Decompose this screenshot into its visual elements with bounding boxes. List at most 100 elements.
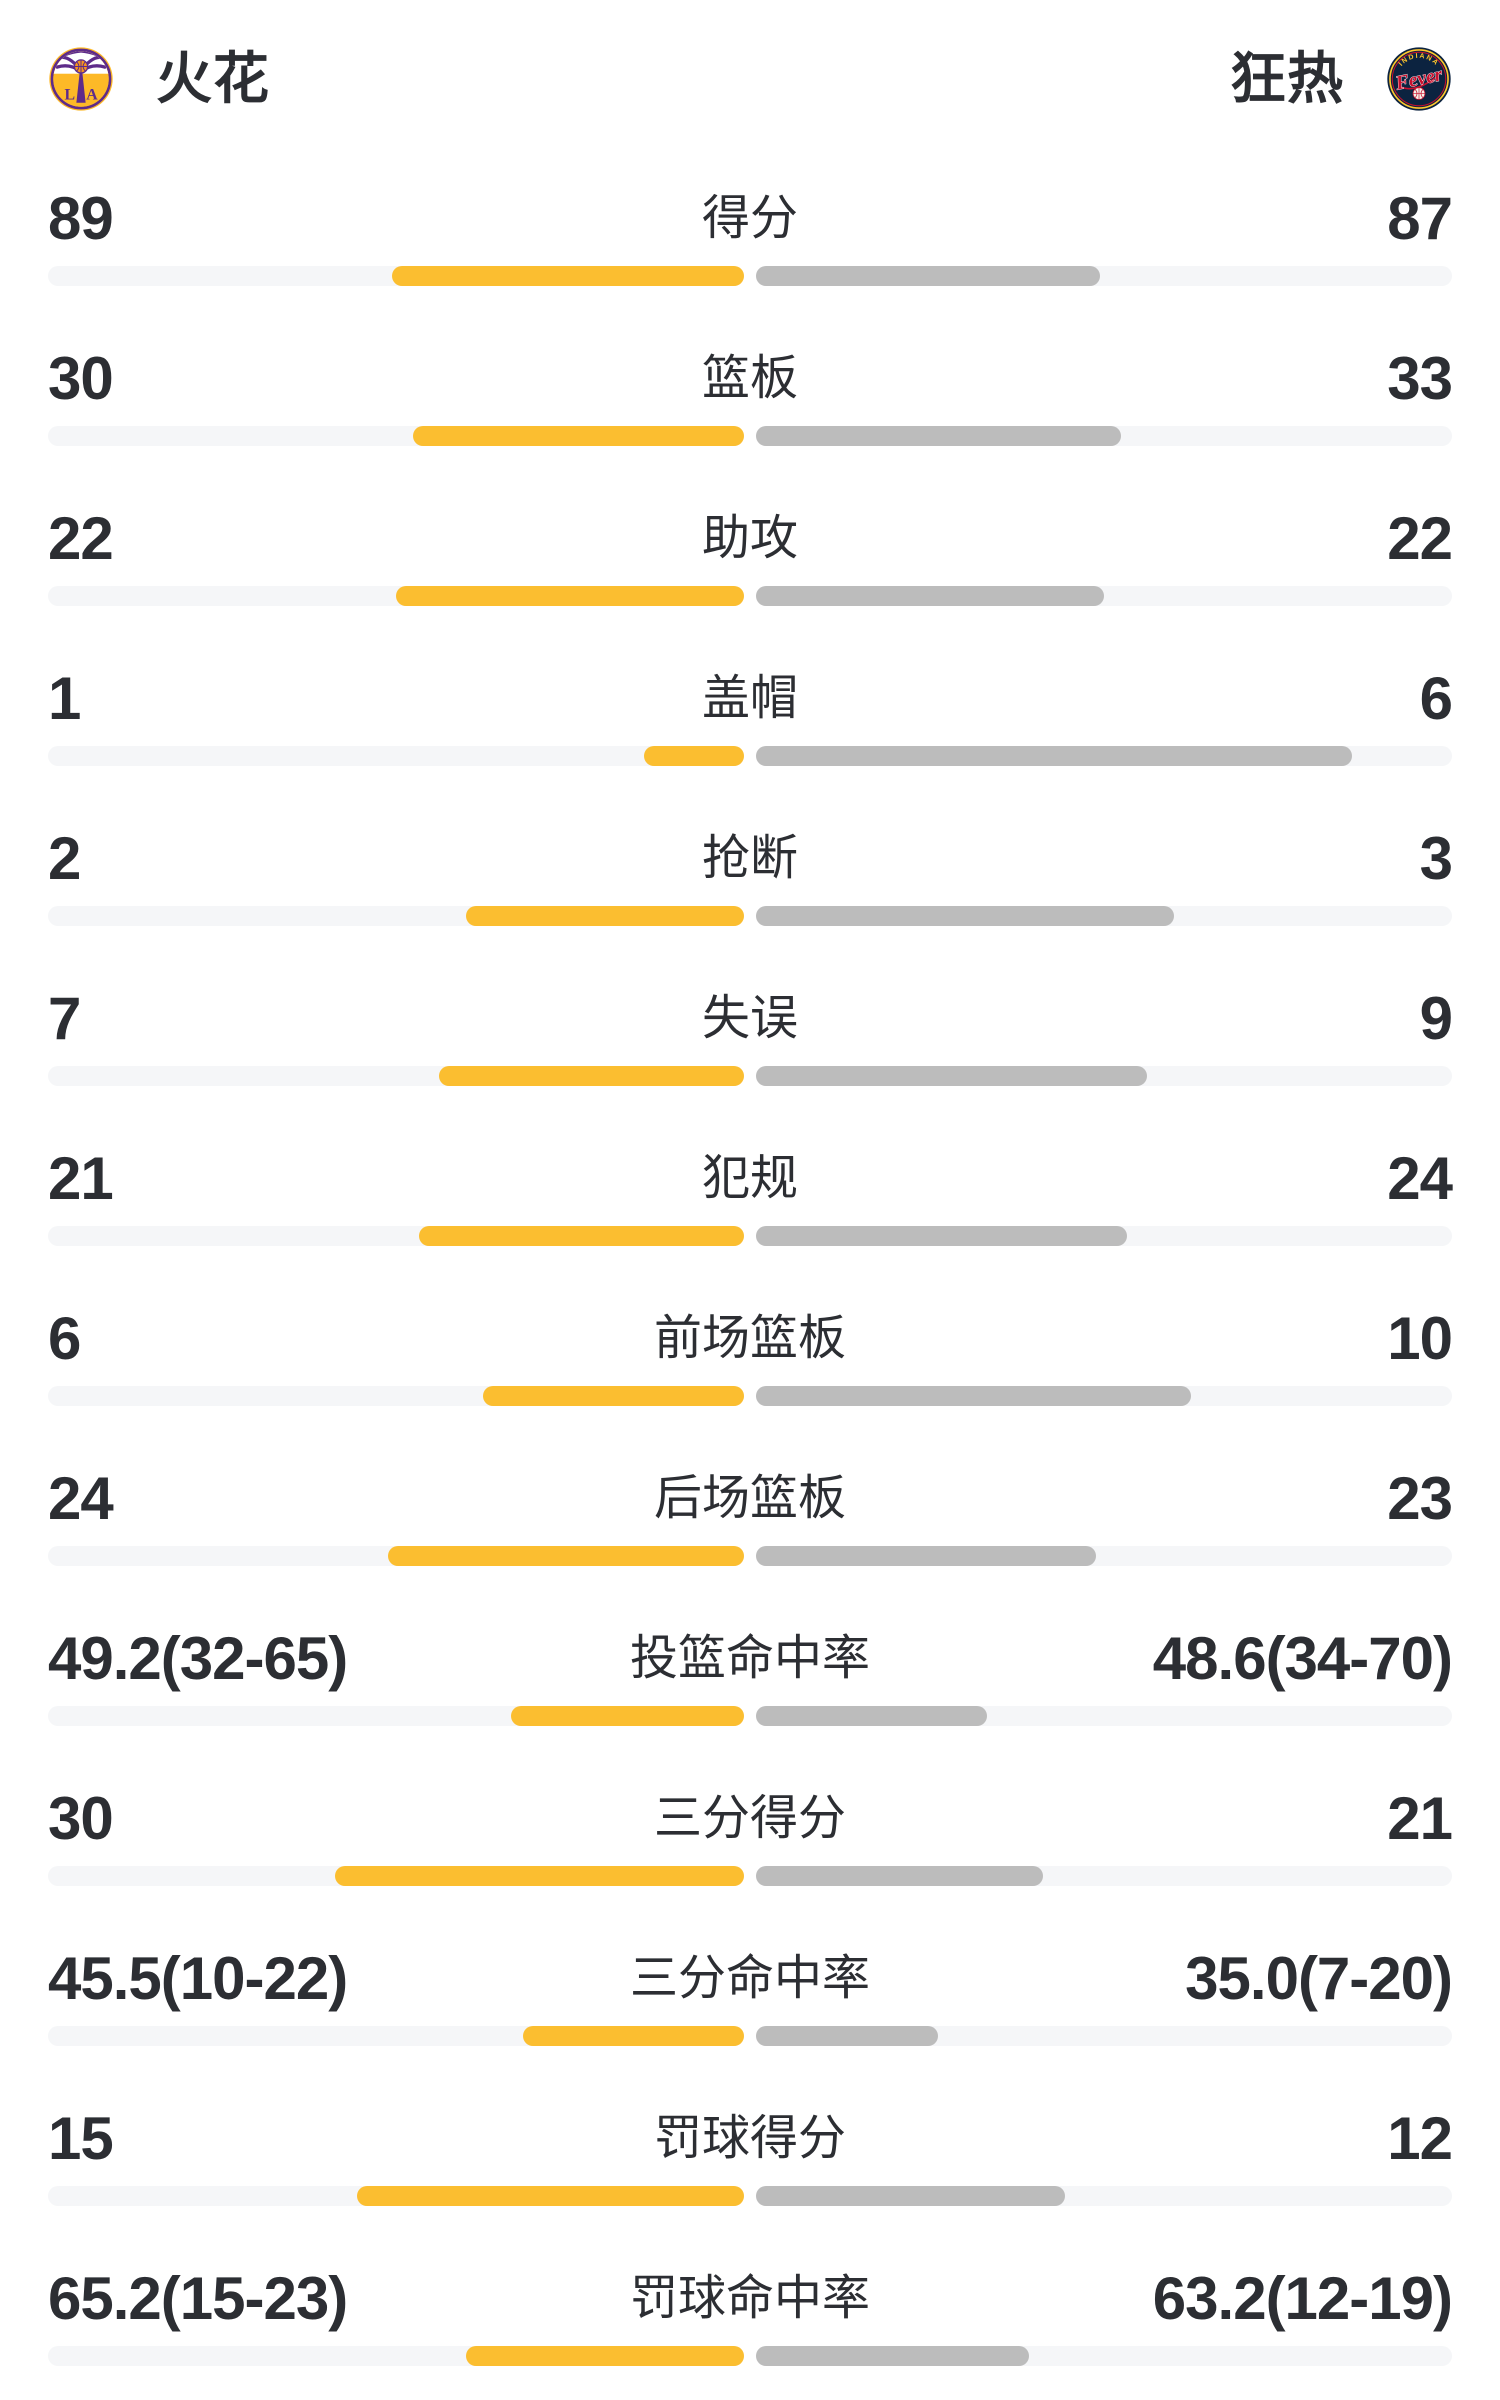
away-value: 9 [1419,985,1453,1052]
home-value: 89 [48,185,114,252]
stat-values-line: 89 得分 87 [48,185,1453,252]
stat-values-line: 65.2(15-23) 罚球命中率 63.2(12-19) [48,2265,1453,2332]
home-value: 15 [48,2105,114,2172]
sparks-logo-icon: L A [48,46,114,112]
stat-row: 65.2(15-23) 罚球命中率 63.2(12-19) [48,2265,1453,2366]
stat-row: 45.5(10-22) 三分命中率 35.0(7-20) [48,1945,1453,2046]
home-value: 45.5(10-22) [48,1945,348,2012]
home-bar [419,1226,744,1246]
home-bar [392,266,744,286]
home-bar [335,1866,744,1886]
home-bar [483,1386,744,1406]
stat-bars [48,2186,1452,2206]
away-value: 63.2(12-19) [1152,2265,1453,2332]
stat-row: 24 后场篮板 23 [48,1465,1453,1566]
stat-row: 30 三分得分 21 [48,1785,1453,1886]
stat-values-line: 30 篮板 33 [48,345,1453,412]
home-bar [413,426,744,446]
stat-values-line: 21 犯规 24 [48,1145,1453,1212]
stat-bars [48,1066,1452,1086]
away-value: 21 [1387,1785,1453,1852]
stat-label: 失误 [701,992,798,1045]
away-bar [756,1866,1043,1886]
svg-text:L: L [65,86,76,103]
stats-list: 89 得分 87 30 篮板 33 22 助攻 22 [48,185,1453,2366]
away-bar [756,426,1121,446]
away-value: 23 [1387,1465,1453,1532]
away-value: 10 [1387,1305,1453,1372]
home-bar [511,1706,744,1726]
stat-label: 三分得分 [653,1792,846,1845]
away-team: 狂热 INDIANA Fever [1230,46,1452,112]
away-bar [756,2026,938,2046]
home-bar [388,1546,744,1566]
home-bar [396,586,744,606]
stat-row: 21 犯规 24 [48,1145,1453,1246]
stat-bars [48,746,1452,766]
team-header: L A 火花 狂热 INDIANA [48,0,1452,112]
home-value: 2 [48,825,81,892]
stat-bars [48,426,1452,446]
away-value: 33 [1387,345,1453,412]
away-bar [756,906,1174,926]
stat-label: 罚球命中率 [629,2272,870,2325]
home-team: L A 火花 [48,46,270,112]
away-bar [756,2186,1065,2206]
stat-row: 6 前场篮板 10 [48,1305,1453,1406]
home-value: 22 [48,505,114,572]
home-value: 1 [48,665,81,732]
stat-label: 抢断 [701,832,798,885]
stat-row: 89 得分 87 [48,185,1453,286]
home-value: 21 [48,1145,114,1212]
home-bar [523,2026,744,2046]
home-value: 65.2(15-23) [48,2265,348,2332]
stat-label: 后场篮板 [653,1472,846,1525]
stat-bars [48,1706,1452,1726]
stat-row: 1 盖帽 6 [48,665,1453,766]
stat-row: 30 篮板 33 [48,345,1453,446]
home-value: 6 [48,1305,81,1372]
stat-label: 篮板 [701,352,798,405]
stat-values-line: 1 盖帽 6 [48,665,1453,732]
away-bar [756,746,1352,766]
stat-label: 助攻 [701,512,798,565]
stat-bars [48,1866,1452,1886]
home-value: 49.2(32-65) [48,1625,348,1692]
stat-bars [48,266,1452,286]
home-bar-track [48,746,744,766]
stat-label: 前场篮板 [653,1312,846,1365]
home-bar [466,906,744,926]
stat-values-line: 2 抢断 3 [48,825,1453,892]
stat-row: 22 助攻 22 [48,505,1453,606]
away-value: 87 [1387,185,1453,252]
away-team-name: 狂热 [1230,47,1344,110]
stat-label: 盖帽 [701,672,798,725]
stat-values-line: 6 前场篮板 10 [48,1305,1453,1372]
stat-label: 三分命中率 [629,1952,870,2005]
away-bar [756,1706,987,1726]
stat-bars [48,1546,1452,1566]
home-bar [357,2186,744,2206]
stat-row: 49.2(32-65) 投篮命中率 48.6(34-70) [48,1625,1453,1726]
stat-row: 2 抢断 3 [48,825,1453,926]
stat-bars [48,2346,1452,2366]
home-value: 7 [48,985,81,1052]
away-value: 22 [1387,505,1453,572]
stat-values-line: 30 三分得分 21 [48,1785,1453,1852]
stat-bars [48,2026,1452,2046]
away-value: 24 [1387,1145,1453,1212]
home-value: 24 [48,1465,114,1532]
stat-bars [48,586,1452,606]
home-team-name: 火花 [156,47,270,110]
away-value: 3 [1419,825,1453,892]
away-value: 35.0(7-20) [1185,1945,1453,2012]
stat-values-line: 22 助攻 22 [48,505,1453,572]
stat-bars [48,1386,1452,1406]
away-value: 6 [1419,665,1453,732]
away-value: 48.6(34-70) [1152,1625,1453,1692]
stat-values-line: 24 后场篮板 23 [48,1465,1453,1532]
stat-bars [48,1226,1452,1246]
away-bar [756,1546,1096,1566]
stat-values-line: 15 罚球得分 12 [48,2105,1453,2172]
